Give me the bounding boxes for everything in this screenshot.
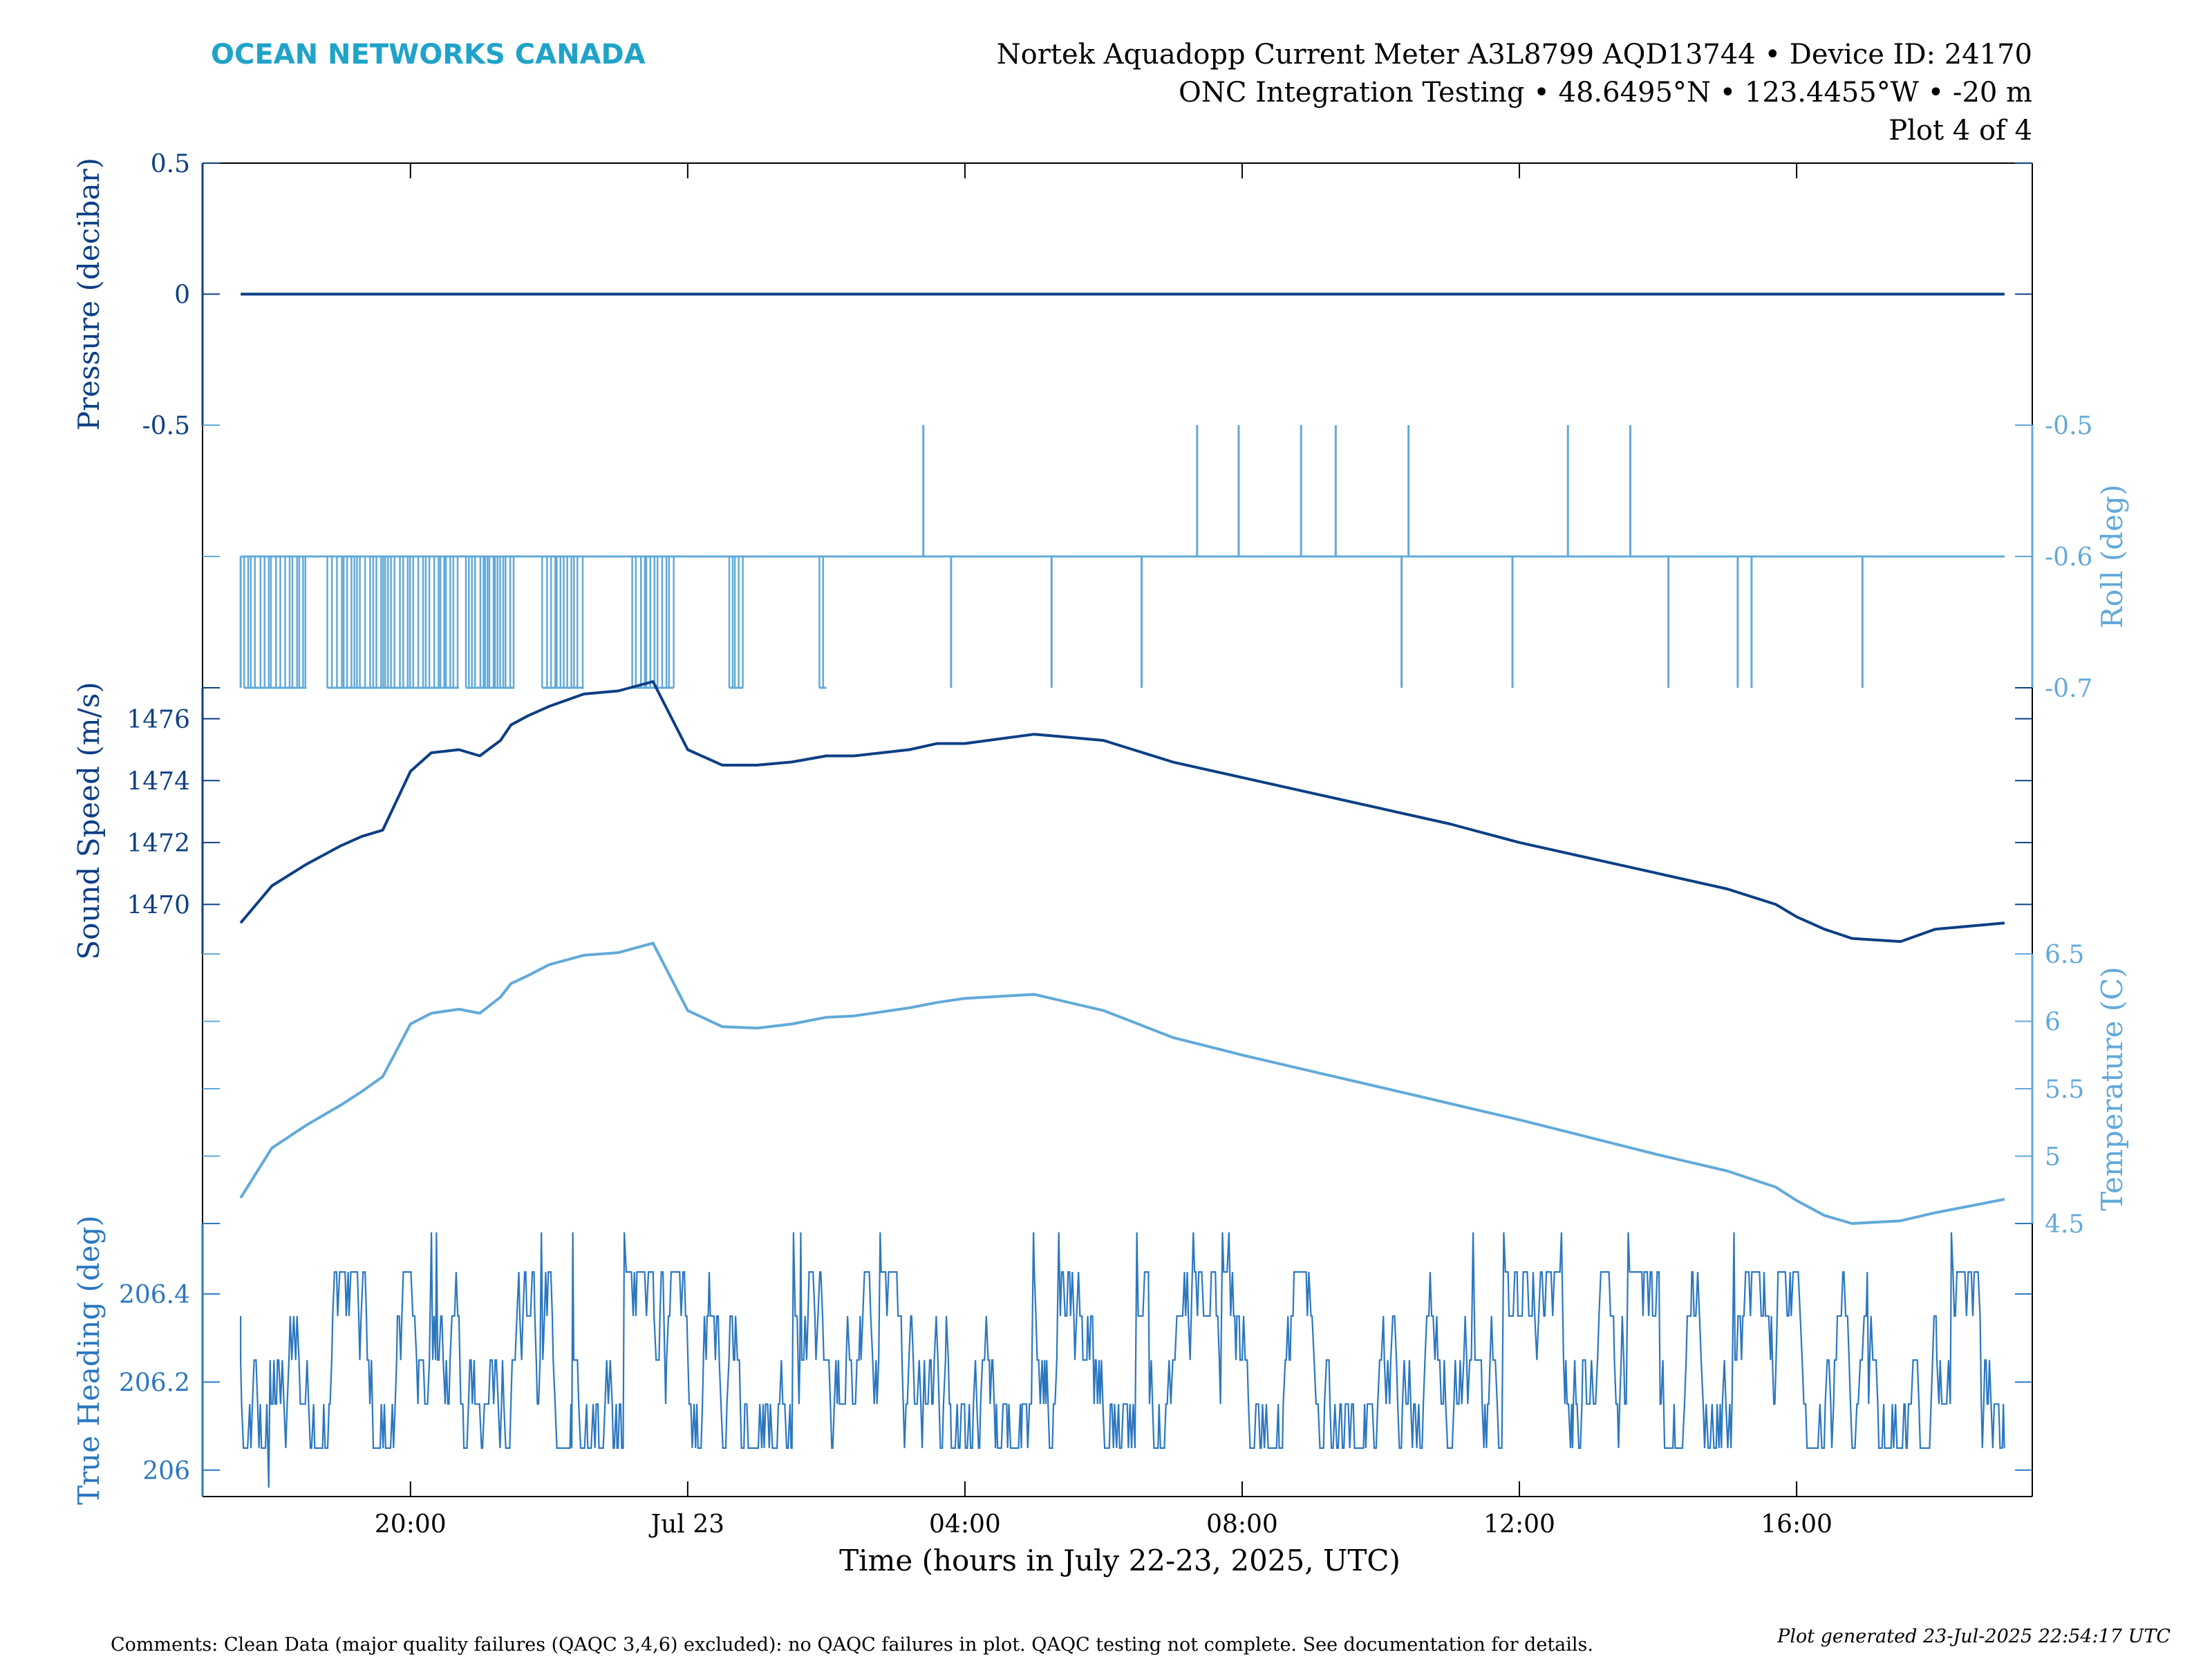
roll-dense-block (243, 556, 307, 688)
x-axis-label: Time (hours in July 22-23, 2025, UTC) (839, 1544, 1400, 1577)
sound_speed-y-tick-label: 1476 (126, 706, 190, 734)
roll-dense-block (728, 556, 744, 688)
sound_speed-y-tick-label: 1470 (126, 891, 190, 919)
true_heading-y-tick-label: 206 (142, 1457, 190, 1485)
panel-pressure: 0.5 0 -0.5 Pressure (decibar) (72, 150, 2032, 440)
sound_speed-y-tick-label: 1472 (126, 830, 190, 858)
chart-title-line3: Plot 4 of 4 (1888, 115, 2032, 147)
panel-true_heading: 206.4 206.2 206 True Heading (deg) (72, 1215, 2032, 1505)
sound_speed-y-axis-label: Sound Speed (m/s) (72, 682, 106, 959)
roll-dense-block (818, 556, 825, 688)
roll-dense-block (465, 556, 515, 688)
x-tick-label: Jul 23 (648, 1510, 724, 1539)
temperature-y-tick-label: 5 (2045, 1143, 2061, 1172)
sound_speed-series-line (239, 680, 2005, 944)
comments-footer: Comments: Clean Data (major quality fail… (111, 1634, 1593, 1656)
chart-title-line1: Nortek Aquadopp Current Meter A3L8799 AQ… (997, 39, 2032, 71)
temperature-y-tick-label: 5.5 (2045, 1076, 2084, 1104)
roll-y-tick-label: -0.6 (2045, 543, 2092, 572)
temperature-y-tick-label: 6 (2045, 1009, 2061, 1037)
sound_speed-y-tick-label: 1474 (126, 767, 190, 796)
roll-dense-block (541, 556, 584, 688)
heading-series-line (240, 1232, 2005, 1488)
true_heading-y-axis-label: True Heading (deg) (72, 1215, 106, 1505)
roll-y-tick-label: -0.7 (2045, 675, 2092, 703)
panel-roll: -0.5 -0.6 -0.7 Roll (deg) (203, 412, 2129, 703)
true_heading-y-tick-label: 206.2 (119, 1369, 190, 1397)
roll-dense-block (326, 556, 459, 688)
temperature-y-tick-label: 4.5 (2045, 1210, 2084, 1239)
x-tick-label: 16:00 (1761, 1510, 1833, 1539)
x-axis: 20:00 Jul 23 04:00 08:00 12:00 16:00 (375, 163, 1833, 1539)
true_heading-y-tick-label: 206.4 (119, 1281, 190, 1309)
x-tick-label: 12:00 (1483, 1510, 1555, 1539)
temperature-y-axis-label: Temperature (C) (2095, 966, 2129, 1210)
temperature-y-tick-label: 6.5 (2045, 941, 2084, 969)
pressure-y-tick-label: 0.5 (151, 150, 190, 178)
generated-timestamp: Plot generated 23-Jul-2025 22:54:17 UTC (1777, 1626, 2171, 1647)
x-tick-label: 20:00 (375, 1510, 447, 1539)
chart-title-line2: ONC Integration Testing • 48.6495°N • 12… (1179, 77, 2032, 109)
pressure-y-tick-label: -0.5 (142, 412, 190, 440)
roll-y-axis-label: Roll (deg) (2095, 485, 2129, 629)
panel-temperature: 6.5 6 5.5 5 4.5 Temperature (C) (203, 941, 2129, 1239)
pressure-y-tick-label: 0 (174, 281, 190, 310)
brand-logo-text: OCEAN NETWORKS CANADA (211, 39, 646, 71)
x-tick-label: 08:00 (1206, 1510, 1278, 1539)
temperature-series-line (239, 941, 2005, 1225)
roll-y-tick-label: -0.5 (2045, 412, 2092, 440)
roll-dense-block (631, 556, 675, 688)
panels: 0.5 0 -0.5 Pressure (decibar) -0.5 -0.6 -0.7 Ro… (72, 150, 2129, 1505)
panel-sound_speed: 1476 1474 1472 1470 Sound Speed (m/s) (72, 680, 2032, 960)
pressure-y-axis-label: Pressure (decibar) (72, 158, 106, 431)
x-tick-label: 04:00 (929, 1510, 1001, 1539)
